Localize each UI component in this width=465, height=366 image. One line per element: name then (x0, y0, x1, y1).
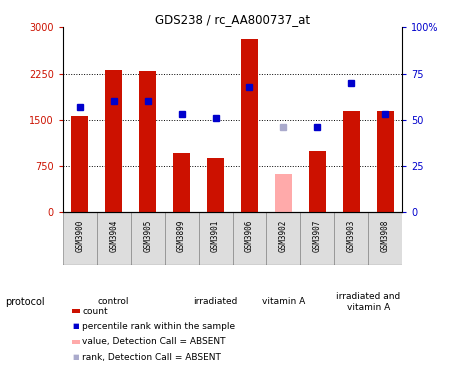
Text: GSM3899: GSM3899 (177, 220, 186, 252)
Bar (309, 151, 326, 212)
Text: ■: ■ (73, 354, 80, 360)
Text: GSM3904: GSM3904 (109, 220, 118, 252)
Bar (207, 158, 224, 212)
Bar (199, 212, 232, 265)
Bar (63, 212, 97, 265)
Bar (300, 212, 334, 265)
Bar (343, 111, 360, 212)
Bar (139, 71, 156, 212)
Text: percentile rank within the sample: percentile rank within the sample (82, 322, 235, 331)
Bar (377, 111, 394, 212)
Bar (334, 212, 368, 265)
Text: GSM3907: GSM3907 (313, 220, 322, 252)
Bar (71, 116, 88, 212)
Bar (241, 38, 258, 212)
Text: GSM3903: GSM3903 (347, 220, 356, 252)
Bar (368, 212, 402, 265)
Bar (97, 212, 131, 265)
Text: GDS238 / rc_AA800737_at: GDS238 / rc_AA800737_at (155, 13, 310, 26)
Text: control: control (98, 298, 129, 306)
Text: irradiated: irradiated (193, 298, 238, 306)
Bar (105, 70, 122, 212)
Text: protocol: protocol (5, 297, 44, 307)
Text: count: count (82, 307, 108, 315)
Bar (232, 212, 266, 265)
Bar (266, 212, 300, 265)
Text: rank, Detection Call = ABSENT: rank, Detection Call = ABSENT (82, 353, 221, 362)
Bar (275, 174, 292, 212)
Text: irradiated and
vitamin A: irradiated and vitamin A (336, 292, 400, 312)
Text: value, Detection Call = ABSENT: value, Detection Call = ABSENT (82, 337, 226, 346)
Bar (165, 212, 199, 265)
Text: GSM3906: GSM3906 (245, 220, 254, 252)
Text: GSM3905: GSM3905 (143, 220, 152, 252)
Text: vitamin A: vitamin A (262, 298, 305, 306)
Text: GSM3901: GSM3901 (211, 220, 220, 252)
Text: ■: ■ (73, 324, 80, 329)
Text: GSM3900: GSM3900 (75, 220, 84, 252)
Text: GSM3908: GSM3908 (381, 220, 390, 252)
Text: GSM3902: GSM3902 (279, 220, 288, 252)
Bar (173, 153, 190, 212)
Bar (131, 212, 165, 265)
